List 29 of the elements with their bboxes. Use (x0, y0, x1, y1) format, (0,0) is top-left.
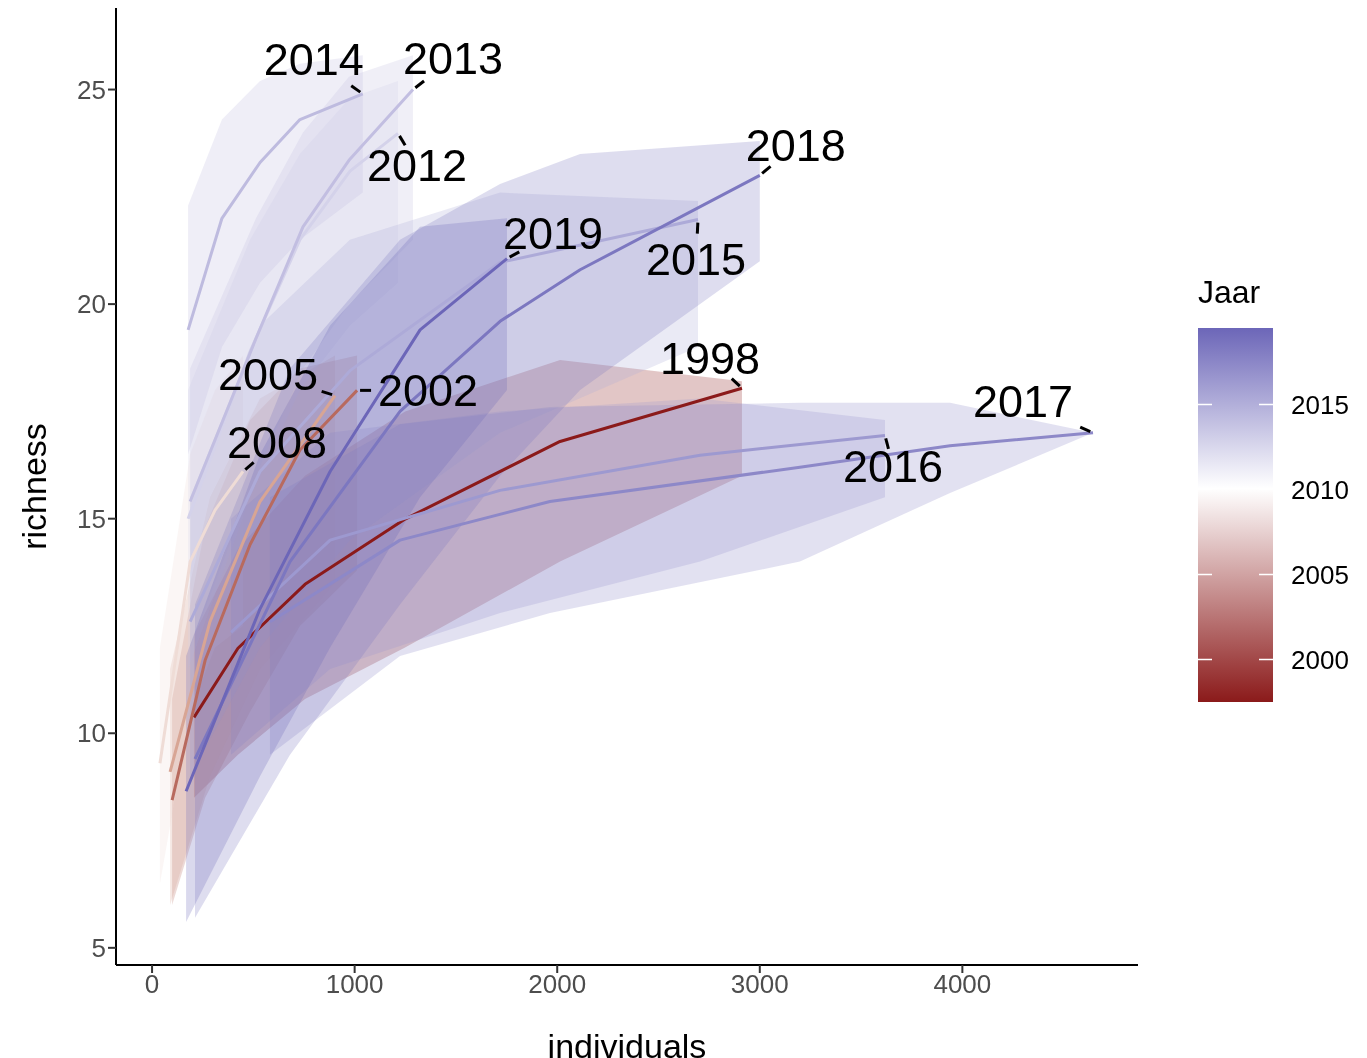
y-tick-label: 15 (77, 503, 106, 534)
x-tick-label: 1000 (325, 969, 384, 1000)
x-axis-title: individuals (547, 1027, 707, 1058)
series-label: 2018 (745, 119, 846, 171)
color-bar-label: 2005 (1291, 559, 1349, 590)
y-tick-label: 10 (77, 718, 106, 749)
y-tick-label: 25 (77, 74, 106, 105)
color-bar-label: 2010 (1291, 474, 1349, 505)
series-label: 2015 (645, 234, 747, 286)
color-bar-label: 2000 (1291, 644, 1349, 675)
y-tick-label: 5 (91, 933, 106, 964)
series-label: 2014 (263, 34, 364, 86)
color-bar-title: Jaar (1198, 274, 1261, 310)
series-label: 1998 (659, 332, 761, 384)
series-label: 2008 (226, 416, 328, 468)
series-label: 2012 (366, 139, 468, 191)
color-bar-label: 2015 (1291, 389, 1349, 420)
series-label: 2002 (378, 364, 479, 416)
series-label: 2019 (502, 208, 604, 260)
series-label: 2005 (217, 349, 319, 401)
x-tick-label: 3000 (730, 969, 789, 1000)
y-axis-title: richness (15, 423, 54, 550)
series-label: 2013 (402, 33, 504, 85)
series-label: 2016 (842, 440, 944, 492)
x-tick-label: 4000 (933, 969, 992, 1000)
x-tick-label: 0 (144, 969, 160, 1000)
x-tick-label: 2000 (528, 969, 587, 1000)
series-label: 2017 (972, 376, 1074, 428)
y-tick-label: 20 (77, 289, 106, 320)
